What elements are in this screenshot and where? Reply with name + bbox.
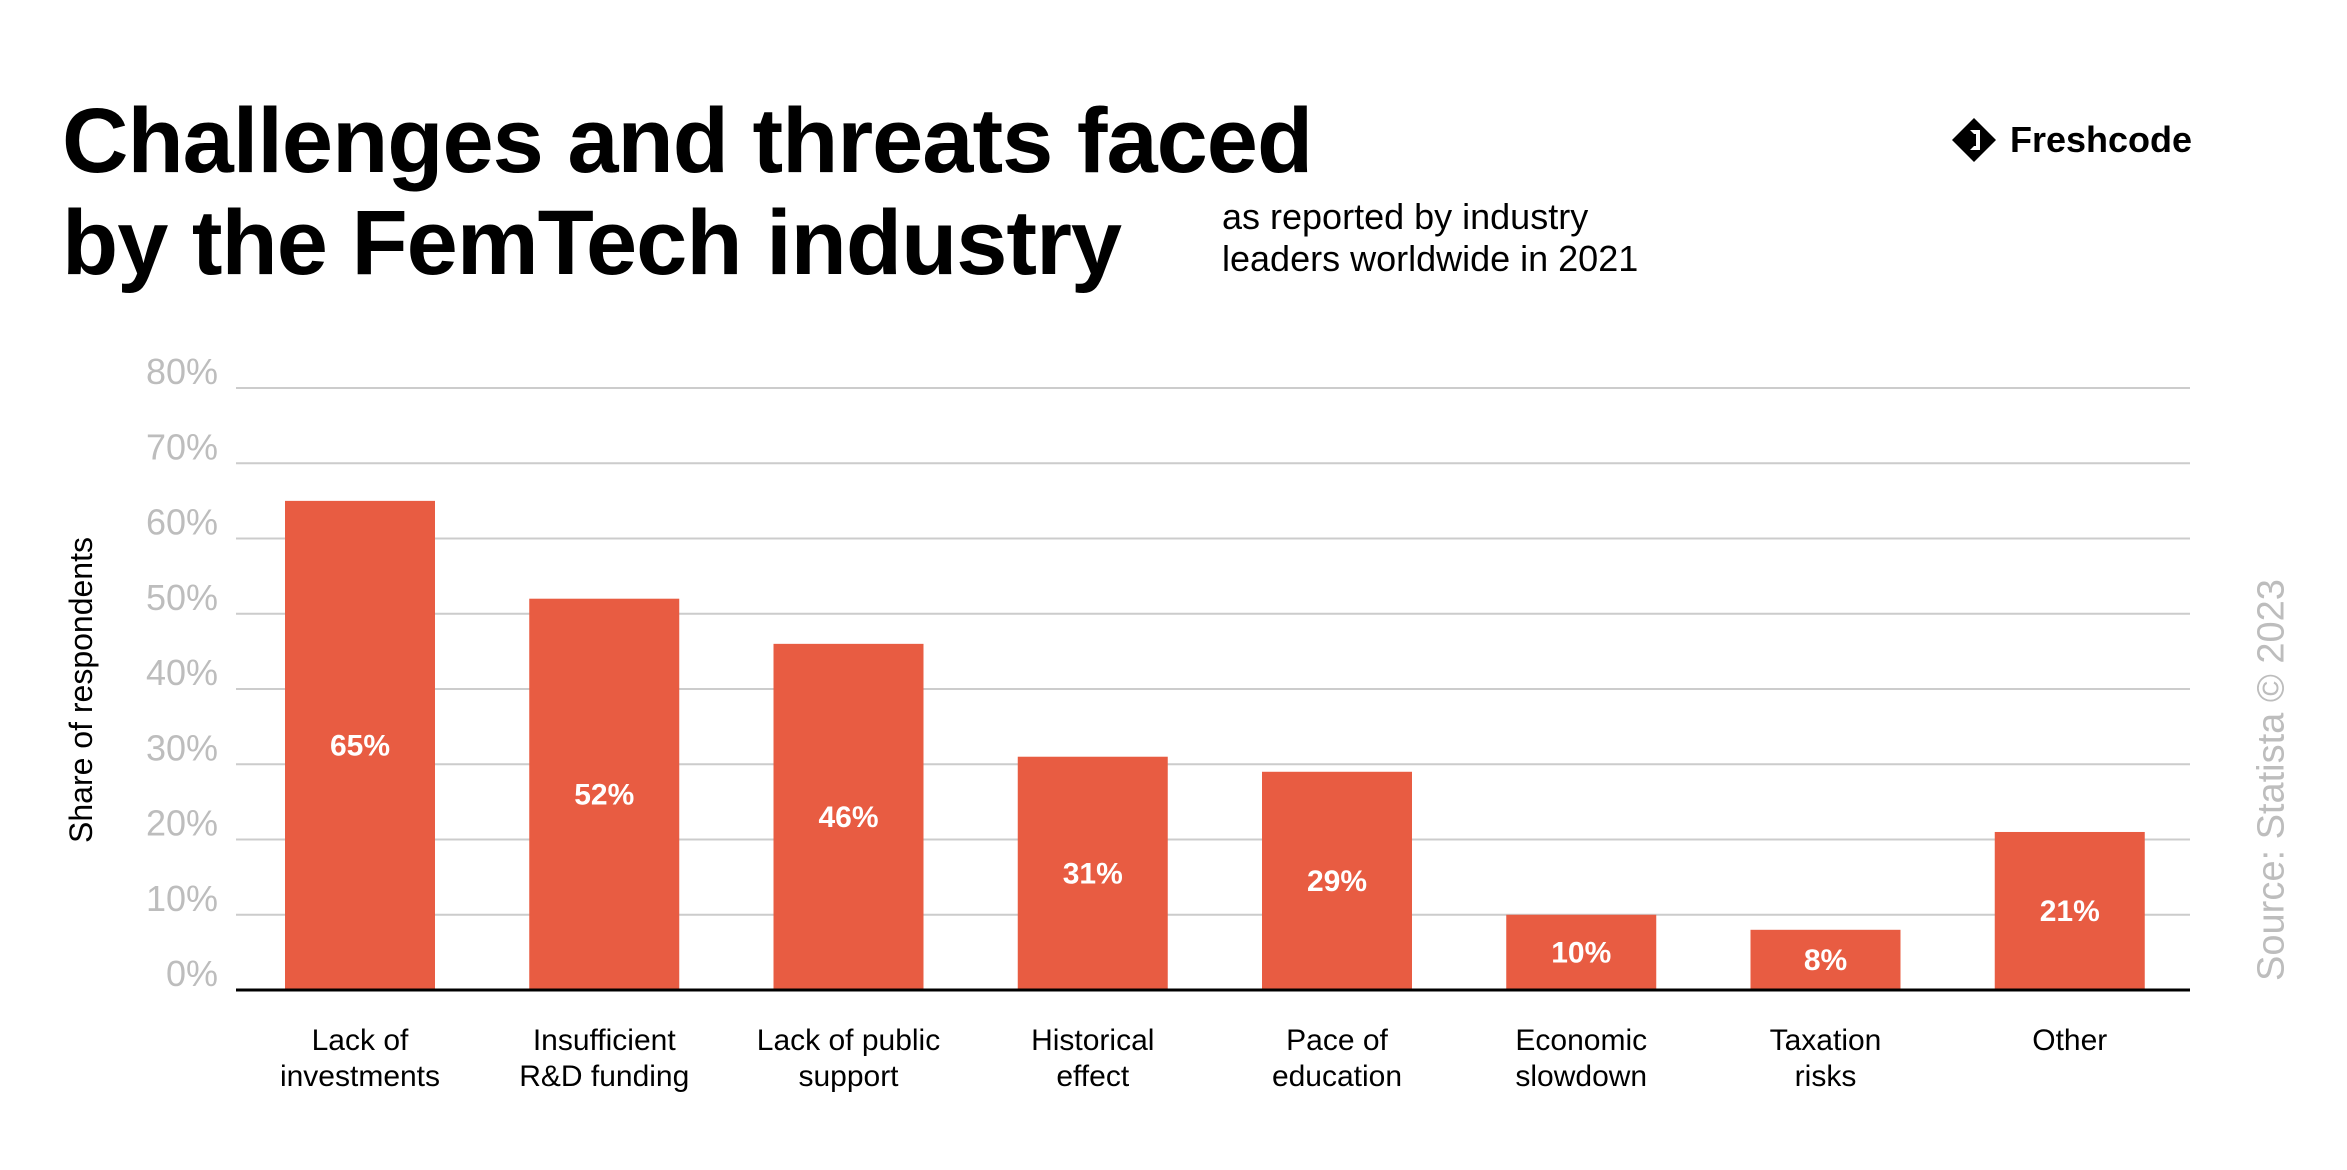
y-tick-label: 80% <box>146 351 218 392</box>
x-category-label: investments <box>280 1060 440 1093</box>
data-label: 8% <box>1804 944 1847 977</box>
data-label: 31% <box>1063 857 1123 890</box>
x-category-label: Other <box>2032 1024 2107 1057</box>
y-tick-label: 60% <box>146 502 218 543</box>
bar <box>529 598 680 990</box>
data-label: 52% <box>574 778 634 811</box>
y-tick-label: 70% <box>146 426 218 467</box>
bar <box>1262 771 1412 990</box>
x-category-label: support <box>798 1060 899 1093</box>
bar <box>773 643 924 990</box>
title-line-1: Challenges and threats faced <box>62 90 1313 192</box>
bar <box>285 500 435 990</box>
x-category-label: Pace of <box>1286 1024 1388 1057</box>
bar <box>1017 756 1168 990</box>
y-tick-label: 10% <box>146 878 218 919</box>
freshcode-logo: Freshcode <box>1950 116 2192 164</box>
data-label: 46% <box>818 801 878 834</box>
subtitle-line-1: as reported by industry <box>1222 196 1589 237</box>
x-category-label: risks <box>1795 1060 1857 1093</box>
data-label: 65% <box>330 729 390 762</box>
bar <box>1506 914 1657 990</box>
data-label: 21% <box>2040 895 2100 928</box>
bar <box>1750 929 1901 990</box>
chart-subtitle: as reported by industry leaders worldwid… <box>1222 196 1638 280</box>
x-category-label: Insufficient <box>533 1024 677 1057</box>
y-tick-label: 30% <box>146 727 218 768</box>
data-label: 10% <box>1551 936 1611 969</box>
freshcode-diamond-icon <box>1952 118 1996 162</box>
x-category-label: Taxation <box>1770 1024 1882 1057</box>
y-axis-label: Share of respondents <box>63 537 99 843</box>
x-category-label: Lack of public <box>757 1024 940 1057</box>
data-label: 29% <box>1307 865 1367 898</box>
title-line-2: by the FemTech industry <box>62 192 1122 294</box>
x-category-label: Economic <box>1515 1024 1647 1057</box>
x-category-label: R&D funding <box>519 1060 689 1093</box>
y-tick-label: 0% <box>166 953 218 994</box>
y-tick-label: 50% <box>146 577 218 618</box>
subtitle-line-2: leaders worldwide in 2021 <box>1222 238 1639 279</box>
x-category-label: Historical <box>1031 1024 1154 1057</box>
y-tick-label: 40% <box>146 652 218 693</box>
x-category-label: slowdown <box>1515 1060 1647 1093</box>
x-category-label: effect <box>1056 1060 1129 1093</box>
logo-text: Freshcode <box>2010 119 2193 160</box>
y-tick-label: 20% <box>146 803 218 844</box>
chart-title: Challenges and threats faced by the FemT… <box>62 90 1313 294</box>
x-category-label: Lack of <box>312 1024 409 1057</box>
x-category-label: education <box>1272 1060 1402 1093</box>
bar <box>1994 831 2145 990</box>
